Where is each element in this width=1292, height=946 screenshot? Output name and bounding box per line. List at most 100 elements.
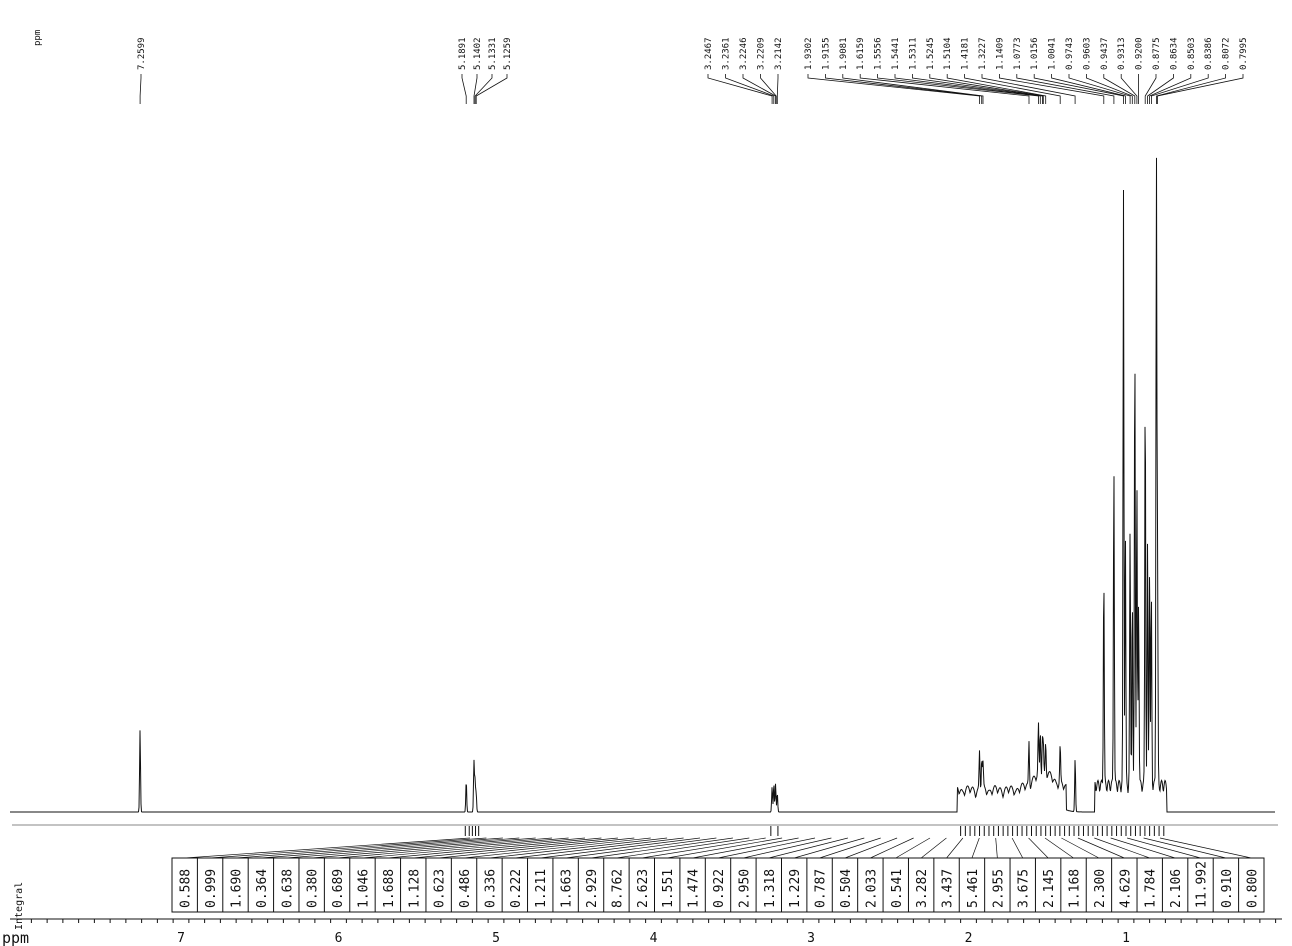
integral-value: 2.033	[864, 869, 879, 908]
integral-value: 1.474	[687, 869, 702, 908]
integral-value: 0.380	[306, 869, 321, 908]
integral-value: 3.675	[1017, 869, 1032, 908]
spectrum-trace	[10, 157, 1275, 813]
integral-value: 0.910	[1220, 869, 1235, 908]
integral-value: 2.929	[585, 869, 600, 908]
integral-label: Integral	[14, 882, 25, 930]
peak-label: 1.5441	[891, 37, 901, 70]
peak-label-leader	[1016, 74, 1115, 104]
integral-leader	[540, 837, 701, 859]
peak-label-leader	[1120, 74, 1138, 104]
peak-label: 1.4181	[961, 37, 971, 70]
integral-leader	[870, 837, 914, 859]
peak-label: 3.2467	[704, 37, 714, 70]
integral-leader	[667, 837, 783, 859]
integral-leader	[1011, 837, 1024, 859]
integral-value: 0.787	[814, 869, 829, 908]
integral-leader	[1077, 837, 1125, 859]
integral-leader	[920, 837, 947, 859]
peak-label-leader	[760, 74, 777, 104]
peak-label: 1.5245	[926, 37, 936, 70]
top-unit-label: ppm	[33, 30, 43, 46]
peak-label-leader	[1103, 74, 1136, 104]
peak-label: 1.3227	[978, 37, 988, 70]
peak-label-leader	[461, 74, 467, 104]
peak-label-leader	[912, 74, 1043, 104]
peak-label: 3.2142	[774, 37, 784, 70]
peak-label: 0.7995	[1239, 37, 1249, 70]
integral-leader	[1094, 837, 1150, 859]
integral-group: 0.588 0.999 1.690 0.364 0.638 0.380 0.689 1.046…	[12, 824, 1278, 913]
integral-value: 0.486	[458, 869, 473, 908]
integral-value: 0.222	[509, 869, 524, 908]
x-tick-label: 6	[335, 931, 343, 946]
peak-label-group: 7.2599 5.1891 5.1402 5.1331 5.1259 3.2467 3.23…	[137, 37, 1249, 104]
integral-leader	[616, 837, 750, 859]
integral-value: 2.950	[737, 869, 752, 908]
integral-value: 3.437	[941, 869, 956, 908]
integral-value: 1.168	[1068, 869, 1083, 908]
x-tick-label: 4	[650, 931, 658, 946]
integral-value: 0.638	[280, 869, 295, 908]
peak-label: 1.0041	[1048, 37, 1058, 70]
integral-value: 5.461	[966, 869, 981, 908]
peak-label-leader	[1147, 74, 1174, 104]
integral-value: 0.623	[433, 869, 448, 908]
peak-label: 1.5104	[943, 37, 953, 70]
integral-leader	[235, 837, 503, 859]
peak-label: 7.2599	[137, 37, 147, 70]
peak-label: 0.8386	[1204, 37, 1214, 70]
integral-leader	[438, 837, 635, 859]
peak-label: 1.9081	[839, 37, 849, 70]
peak-label-leader	[776, 74, 779, 104]
integral-value: 2.106	[1169, 869, 1184, 908]
integral-value: 0.999	[204, 869, 219, 908]
integral-leader	[1127, 837, 1201, 859]
peak-label: 0.9437	[1100, 37, 1110, 70]
x-axis: 7 6 5 4 3 2 1	[10, 918, 1282, 946]
peak-label: 0.8634	[1169, 37, 1179, 70]
integral-value: 0.364	[255, 869, 270, 908]
peak-label-leader	[964, 74, 1061, 104]
integral-leader	[286, 837, 536, 859]
peak-label: 5.1259	[503, 37, 513, 70]
integral-value: 0.689	[331, 869, 346, 908]
integral-value: 1.046	[357, 869, 372, 908]
x-tick-label: 3	[807, 931, 815, 946]
x-tick-label: 1	[1122, 931, 1130, 946]
integral-leader	[717, 837, 816, 859]
peak-label-leader	[825, 74, 983, 104]
integral-value: 2.145	[1042, 869, 1057, 908]
peak-label-leader	[139, 74, 142, 104]
integral-value: 0.541	[890, 869, 905, 908]
integral-leader	[184, 837, 471, 859]
integral-leader	[692, 837, 799, 859]
integral-leader	[1028, 837, 1049, 859]
integral-value: 1.211	[534, 869, 549, 908]
peak-label: 3.2209	[757, 37, 767, 70]
integral-value: 0.336	[483, 869, 498, 908]
integral-leader	[1061, 837, 1100, 859]
peak-label-leader	[707, 74, 773, 104]
integral-value: 2.300	[1093, 869, 1108, 908]
peak-label-leader	[1149, 74, 1192, 104]
integral-value: 0.504	[839, 869, 854, 908]
peak-label: 3.2246	[739, 37, 749, 70]
integral-leader	[590, 837, 733, 859]
peak-label: 1.1409	[995, 37, 1005, 70]
integral-leader	[743, 837, 832, 859]
peak-label-leader	[1156, 74, 1226, 104]
peak-label: 5.1891	[458, 37, 468, 70]
peak-label-leader	[475, 74, 508, 104]
integral-leader	[260, 837, 520, 859]
peak-label: 0.8072	[1222, 37, 1232, 70]
integral-value: 1.229	[788, 869, 803, 908]
peak-label-leader	[1051, 74, 1126, 104]
peak-label-leader	[946, 74, 1047, 104]
peak-label: 5.1402	[473, 37, 483, 70]
integral-value: 1.784	[1144, 869, 1159, 908]
integral-leader	[413, 837, 618, 859]
integral-leader	[1044, 837, 1074, 859]
integral-leader	[514, 837, 684, 859]
integral-value: 1.551	[661, 869, 676, 908]
